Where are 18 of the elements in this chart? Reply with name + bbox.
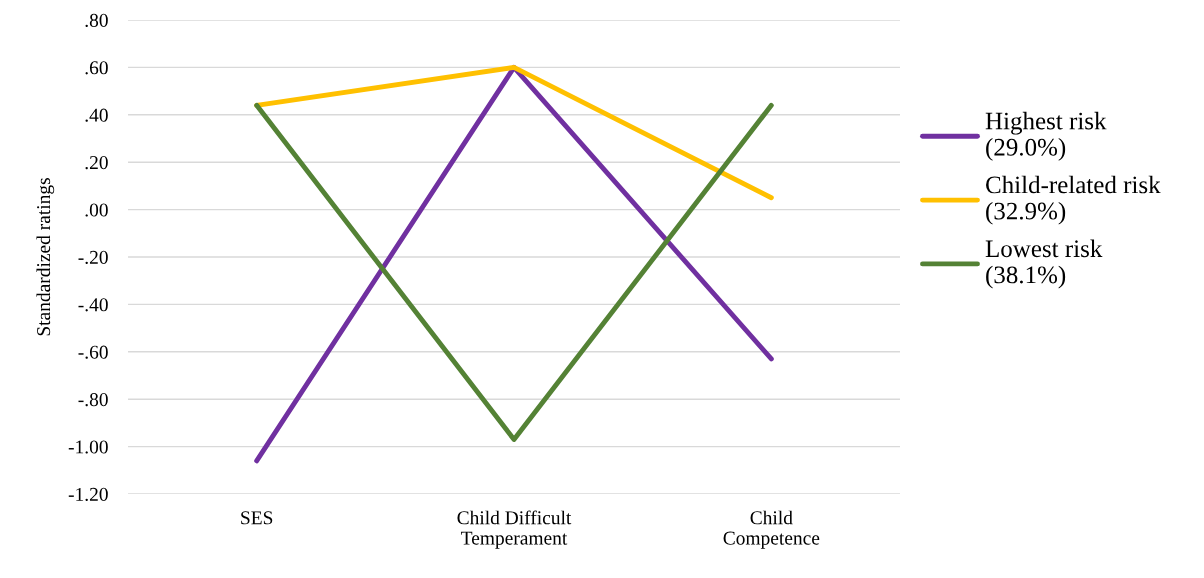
legend-label: Lowest risk (38.1%) xyxy=(985,239,1103,289)
y-tick-label: -1.20 xyxy=(68,487,108,502)
y-tick-label: .20 xyxy=(85,156,108,170)
y-tick-label: .60 xyxy=(85,61,108,75)
y-tick-label: -.60 xyxy=(78,345,108,359)
y-tick-label: .00 xyxy=(85,203,108,217)
y-axis-title: Standardized ratings xyxy=(36,178,55,336)
y-tick-label: -.80 xyxy=(78,393,108,407)
y-tick-label: .80 xyxy=(85,13,108,28)
legend-label: Child-related risk (32.9%) xyxy=(986,175,1161,225)
y-tick-label: -1.00 xyxy=(68,440,108,454)
y-tick-label: .40 xyxy=(85,108,108,122)
x-tick-label: Child Difficult Temperament xyxy=(457,510,572,549)
legend-label: Highest risk (29.0%) xyxy=(985,111,1107,161)
x-tick-label: SES xyxy=(241,511,273,525)
x-tick-label: Child Competence xyxy=(723,510,820,549)
y-tick-label: -.40 xyxy=(78,298,108,312)
y-tick-label: -.20 xyxy=(78,250,108,265)
